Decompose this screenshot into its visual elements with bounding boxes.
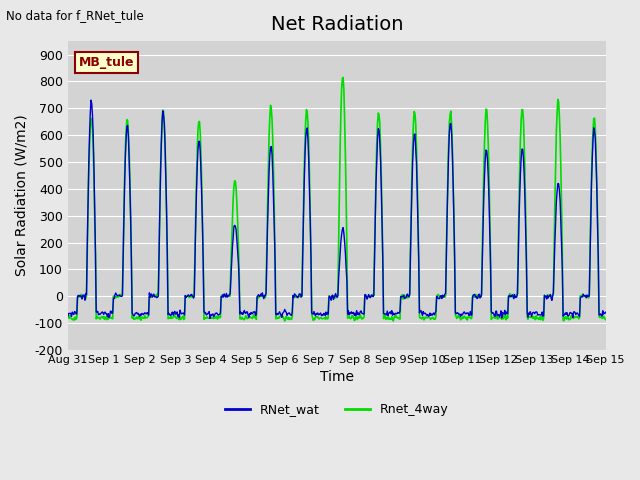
RNet_wat	[214, 311, 221, 317]
Rnet_4way	[419, 314, 427, 320]
Rnet_4way	[281, 318, 289, 324]
Legend: RNet_wat, Rnet_4way: RNet_wat, Rnet_4way	[220, 398, 454, 421]
Rnet_4way	[212, 314, 220, 320]
Rnet_4way	[129, 312, 137, 318]
RNet_wat	[184, 292, 192, 298]
Rnet_4way	[339, 74, 347, 80]
RNet_wat	[87, 97, 95, 103]
Text: MB_tule: MB_tule	[79, 56, 134, 69]
Line: Rnet_4way: Rnet_4way	[68, 77, 605, 321]
RNet_wat	[404, 291, 412, 297]
RNet_wat	[206, 315, 214, 321]
Title: Net Radiation: Net Radiation	[271, 15, 403, 34]
Y-axis label: Solar Radiation (W/m2): Solar Radiation (W/m2)	[15, 115, 29, 276]
Rnet_4way	[184, 293, 191, 299]
RNet_wat	[602, 310, 609, 315]
RNet_wat	[419, 309, 427, 314]
RNet_wat	[130, 313, 138, 319]
Rnet_4way	[602, 317, 609, 323]
Line: RNet_wat: RNet_wat	[68, 100, 605, 318]
RNet_wat	[64, 313, 72, 319]
Text: No data for f_RNet_tule: No data for f_RNet_tule	[6, 9, 144, 22]
Rnet_4way	[64, 315, 72, 321]
Rnet_4way	[404, 295, 412, 300]
RNet_wat	[74, 293, 81, 299]
X-axis label: Time: Time	[320, 371, 354, 384]
Rnet_4way	[74, 295, 81, 300]
